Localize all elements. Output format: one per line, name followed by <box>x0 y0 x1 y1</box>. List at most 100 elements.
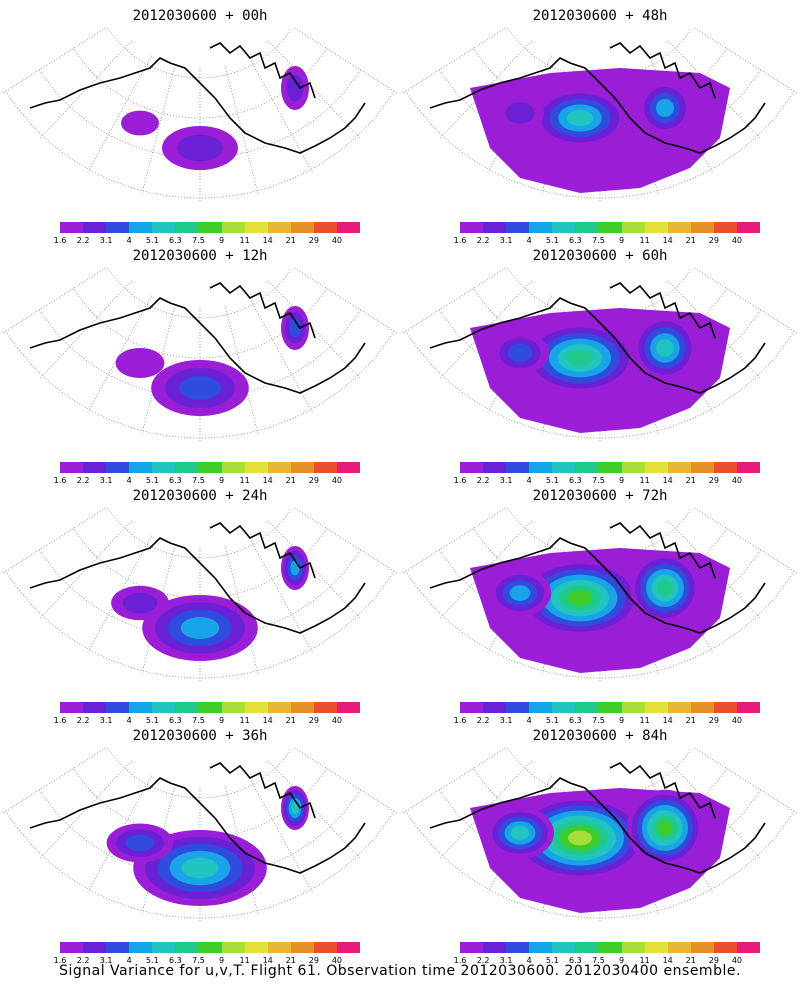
colorbar-segment <box>106 462 130 473</box>
colorbar-segment <box>60 702 84 713</box>
colorbar-label: 7.5 <box>592 956 605 965</box>
colorbar-segment <box>83 702 107 713</box>
colorbar-label: 40 <box>331 956 343 965</box>
colorbar <box>60 702 361 713</box>
variance-blob <box>142 595 258 661</box>
colorbar-segment <box>529 222 553 233</box>
variance-blob <box>488 569 552 617</box>
coastline <box>29 282 366 394</box>
colorbar-segment <box>575 462 599 473</box>
colorbar-label: 21 <box>685 716 696 725</box>
colorbar-segment <box>690 942 715 953</box>
colorbar-segment <box>244 942 269 953</box>
colorbar-label: 5.1 <box>145 716 159 725</box>
colorbar-segment <box>175 222 199 233</box>
map-plot <box>401 268 799 443</box>
colorbar-segment <box>290 222 315 233</box>
colorbar-segment <box>483 942 507 953</box>
variance-blob <box>281 546 309 590</box>
colorbar-segment <box>198 462 223 473</box>
colorbar-label: 1.6 <box>53 476 67 485</box>
colorbar-label: 3.1 <box>99 956 113 965</box>
colorbar-segment <box>244 462 269 473</box>
colorbar-label: 14 <box>662 236 673 245</box>
panel-title: 2012030600 + 24h <box>132 488 268 504</box>
colorbar-segment <box>106 222 130 233</box>
map-panel: 2012030600 + 60h 1.6 2.2 3.1 4 5.1 6.3 7.5 9 11 14… <box>400 240 800 485</box>
colorbar-segment <box>598 942 623 953</box>
colorbar-segment <box>460 222 484 233</box>
colorbar-label: 7.5 <box>192 956 205 965</box>
colorbar-label: 21 <box>685 476 696 485</box>
colorbar-segment <box>60 222 84 233</box>
colorbar-label: 5.1 <box>545 716 559 725</box>
colorbar-label: 9 <box>218 476 225 485</box>
colorbar-segment <box>175 942 199 953</box>
colorbar-label: 6.3 <box>169 476 182 485</box>
map-plot <box>401 748 799 923</box>
colorbar-segment <box>175 462 199 473</box>
colorbar-segment <box>552 702 576 713</box>
variance-blob <box>281 306 309 350</box>
colorbar-label: 40 <box>731 476 743 485</box>
colorbar-label: 7.5 <box>192 476 205 485</box>
variance-blob <box>522 322 638 394</box>
colorbar-segment <box>529 942 553 953</box>
colorbar <box>460 702 761 713</box>
map-plot <box>1 268 399 443</box>
map-panel: 2012030600 + 36h 1.6 2.2 3.1 4 5.1 6.3 7.5 9 11 14… <box>0 720 400 965</box>
colorbar-label: 9 <box>618 236 625 245</box>
colorbar-segment <box>621 462 646 473</box>
colorbar-segment <box>267 942 292 953</box>
variance-blob <box>111 585 169 621</box>
colorbar-segment <box>221 702 246 713</box>
colorbar-label: 4 <box>526 236 532 245</box>
colorbar-segment <box>175 702 199 713</box>
colorbar-label: 29 <box>308 956 319 965</box>
colorbar-segment <box>598 462 623 473</box>
coastline <box>29 762 366 874</box>
colorbar-segment <box>221 462 246 473</box>
colorbar-label: 2.2 <box>476 716 490 725</box>
colorbar-segment <box>667 222 692 233</box>
colorbar-label: 11 <box>639 956 650 965</box>
colorbar-segment <box>267 222 292 233</box>
colorbar-label: 29 <box>308 236 319 245</box>
colorbar-segment <box>198 702 223 713</box>
colorbar-segment <box>129 462 153 473</box>
colorbar-label: 4 <box>126 236 132 245</box>
colorbar-segment <box>644 702 669 713</box>
colorbar-label: 2.2 <box>476 956 490 965</box>
variance-blob <box>638 81 692 135</box>
colorbar-label: 4 <box>126 956 132 965</box>
colorbar-label: 9 <box>218 956 225 965</box>
colorbar <box>460 942 761 953</box>
colorbar-label: 14 <box>262 716 273 725</box>
variance-blob <box>532 88 628 148</box>
colorbar-label: 3.1 <box>499 956 513 965</box>
colorbar-label: 2.2 <box>476 236 490 245</box>
colorbar-label: 21 <box>685 236 696 245</box>
variance-blob <box>486 807 554 859</box>
map-panel: 2012030600 + 00h 1.6 2.2 3.1 4 5.1 6.3 7.5 9 11 14… <box>0 0 400 245</box>
colorbar-segment <box>713 942 738 953</box>
colorbar-label: 21 <box>285 236 296 245</box>
colorbar-segment <box>506 702 530 713</box>
colorbar-label: 21 <box>285 956 296 965</box>
colorbar-segment <box>336 702 361 713</box>
colorbar-label: 6.3 <box>569 956 582 965</box>
colorbar-segment <box>598 702 623 713</box>
colorbar-label: 40 <box>731 716 743 725</box>
variance-blob <box>115 347 165 379</box>
colorbar-label: 1.6 <box>53 236 67 245</box>
colorbar-segment <box>290 702 315 713</box>
variance-blob <box>281 66 309 110</box>
variance-blob <box>151 360 249 416</box>
colorbar-label: 9 <box>618 476 625 485</box>
colorbar-segment <box>106 942 130 953</box>
colorbar-segment <box>460 942 484 953</box>
colorbar-segment <box>529 702 553 713</box>
colorbar-segment <box>198 942 223 953</box>
colorbar-label: 11 <box>239 476 250 485</box>
colorbar-segment <box>60 942 84 953</box>
